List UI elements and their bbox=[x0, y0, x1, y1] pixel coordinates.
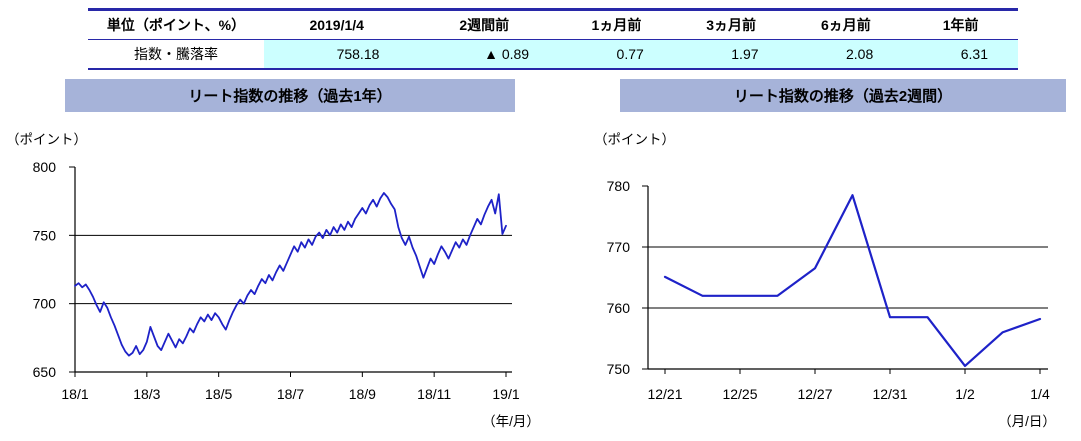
svg-text:18/5: 18/5 bbox=[205, 386, 232, 402]
svg-text:（年/月）: （年/月） bbox=[482, 414, 540, 429]
table-header-row: 単位（ポイント、%） 2019/1/4 2週間前 1ヵ月前 3ヵ月前 6ヵ月前 … bbox=[88, 10, 1018, 40]
value-2weeks-change: ▲ 0.89 bbox=[409, 39, 560, 69]
chart-title-past-year: リート指数の推移（過去1年） bbox=[65, 79, 515, 112]
svg-text:12/31: 12/31 bbox=[872, 386, 907, 402]
line-chart-past-year: 650 700 750 800 18/1 18/3 18/5 18/7 18/9 18/11 19/… bbox=[6, 132, 540, 429]
svg-text:750: 750 bbox=[33, 227, 57, 243]
svg-text:1/2: 1/2 bbox=[955, 386, 975, 402]
svg-text:650: 650 bbox=[33, 364, 57, 380]
value-3months-change: 1.97 bbox=[673, 39, 789, 69]
col-header-latest-date: 2019/1/4 bbox=[309, 17, 364, 33]
svg-text:（月/日）: （月/日） bbox=[998, 414, 1056, 429]
svg-text:770: 770 bbox=[607, 239, 631, 255]
line-chart-past-2weeks: 750 760 770 780 12/21 12/25 12/27 12/31 1/2 1/4 （ポ… bbox=[594, 132, 1056, 429]
svg-text:19/1: 19/1 bbox=[492, 386, 519, 402]
svg-text:700: 700 bbox=[33, 296, 57, 312]
col-header-1month-ago: 1ヵ月前 bbox=[591, 17, 642, 33]
svg-text:780: 780 bbox=[607, 178, 631, 194]
svg-text:12/27: 12/27 bbox=[797, 386, 832, 402]
svg-text:12/21: 12/21 bbox=[647, 386, 682, 402]
svg-text:18/7: 18/7 bbox=[277, 386, 304, 402]
summary-table: 単位（ポイント、%） 2019/1/4 2週間前 1ヵ月前 3ヵ月前 6ヵ月前 … bbox=[88, 8, 1018, 70]
svg-text:（ポイント）: （ポイント） bbox=[594, 132, 675, 147]
col-header-unit: 単位（ポイント、%） bbox=[106, 17, 246, 33]
col-header-3months-ago: 3ヵ月前 bbox=[706, 17, 757, 33]
svg-text:18/11: 18/11 bbox=[417, 386, 451, 402]
value-6months-change: 2.08 bbox=[788, 39, 904, 69]
col-header-6months-ago: 6ヵ月前 bbox=[820, 17, 871, 33]
chart-title-past-2weeks: リート指数の推移（過去2週間） bbox=[620, 79, 1066, 112]
svg-text:18/1: 18/1 bbox=[61, 386, 88, 402]
svg-text:1/4: 1/4 bbox=[1030, 386, 1050, 402]
row-label-index-change: 指数・騰落率 bbox=[134, 46, 218, 62]
value-1year-change: 6.31 bbox=[903, 39, 1018, 69]
svg-text:（ポイント）: （ポイント） bbox=[6, 132, 87, 147]
svg-text:750: 750 bbox=[607, 361, 631, 377]
svg-text:12/25: 12/25 bbox=[722, 386, 757, 402]
svg-text:18/3: 18/3 bbox=[133, 386, 160, 402]
value-1month-change: 0.77 bbox=[559, 39, 674, 69]
svg-text:760: 760 bbox=[607, 300, 631, 316]
table-data-row: 指数・騰落率 758.18 ▲ 0.89 0.77 1.97 2.08 6.31 bbox=[88, 39, 1018, 69]
col-header-1year-ago: 1年前 bbox=[942, 17, 979, 33]
svg-text:800: 800 bbox=[33, 159, 57, 175]
value-latest: 758.18 bbox=[264, 39, 410, 69]
col-header-2weeks-ago: 2週間前 bbox=[459, 17, 510, 33]
svg-text:18/9: 18/9 bbox=[349, 386, 376, 402]
